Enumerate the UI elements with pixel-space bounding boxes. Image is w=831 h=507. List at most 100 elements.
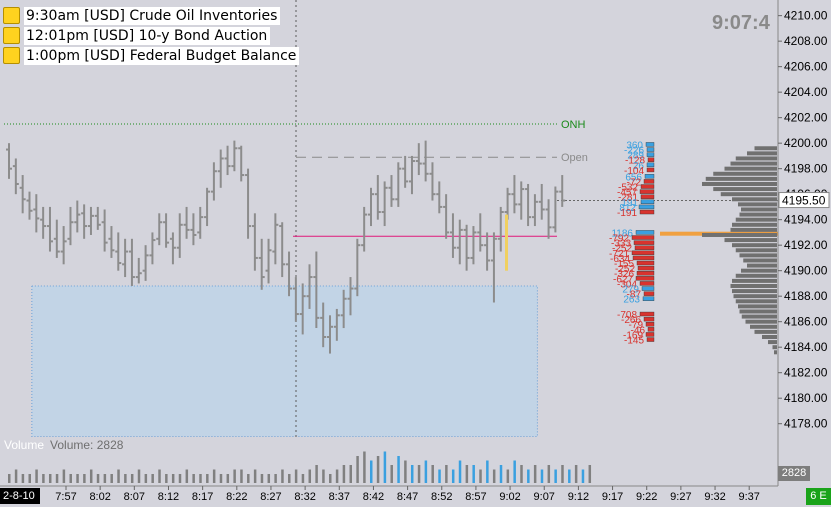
volume-bar	[151, 474, 154, 483]
delta-label: -128	[625, 156, 645, 167]
event-item[interactable]: 12:01pm [USD] 10-y Bond Auction	[3, 26, 299, 45]
volume-bar	[329, 474, 332, 483]
volume-profile-bar	[741, 207, 777, 212]
delta-label: 656	[625, 172, 642, 183]
connection-status[interactable]: 6 E	[806, 488, 831, 505]
delta-bar	[637, 265, 655, 271]
volume-bar	[294, 469, 298, 483]
x-tick-label: 9:12	[568, 491, 589, 503]
volume-bar	[404, 460, 407, 483]
volume-profile-bar	[741, 268, 777, 273]
volume-profile-bar	[713, 187, 777, 192]
volume-profile-bar	[732, 278, 777, 283]
x-tick-label: 8:57	[465, 491, 486, 503]
volume-bar	[547, 465, 551, 483]
delta-bar	[643, 291, 655, 296]
volume-bar	[124, 474, 127, 483]
volume-bar	[178, 474, 182, 483]
volume-bar	[390, 465, 393, 483]
volume-bar	[383, 451, 387, 483]
delta-label: -304	[617, 279, 637, 290]
volume-bar	[499, 465, 503, 483]
delta-bar	[632, 255, 655, 261]
volume-bar	[158, 469, 161, 483]
volume-panel	[8, 451, 592, 483]
level-label-open: Open	[561, 152, 588, 164]
y-tick-label: 4186.00	[784, 315, 828, 329]
delta-label: -191	[617, 208, 637, 219]
volume-bar	[458, 460, 462, 483]
range-box-layer	[31, 285, 538, 437]
y-tick-label: 4210.00	[784, 9, 828, 23]
volume-bar	[28, 474, 31, 483]
volume-profile-bar	[730, 161, 777, 166]
delta-label: -79	[629, 320, 644, 331]
volume-bar	[451, 469, 455, 483]
volume-bar	[103, 474, 107, 483]
delta-bar	[645, 322, 655, 327]
volume-bar	[233, 469, 236, 483]
volume-bar	[397, 456, 400, 483]
volume-bar	[581, 469, 585, 483]
volume-bar	[89, 469, 93, 483]
event-icon	[3, 47, 20, 64]
volume-bar	[274, 474, 277, 483]
delta-bar	[646, 147, 655, 152]
delta-label: 191	[621, 198, 638, 209]
volume-bar	[322, 469, 325, 483]
x-axis-background	[0, 486, 831, 507]
y-tick-label: 4182.00	[784, 366, 828, 380]
x-tick-label: 9:37	[738, 491, 759, 503]
volume-bar	[48, 474, 52, 483]
volume-bar	[117, 469, 120, 483]
volume-profile-bar	[739, 212, 777, 217]
x-tick-label: 9:02	[499, 491, 520, 503]
delta-bar	[646, 162, 655, 168]
volume-profile-bar	[730, 227, 777, 232]
volume-profile	[702, 146, 777, 355]
volume-bar	[376, 456, 380, 483]
volume-bar	[438, 469, 441, 483]
y-axis: 4210.00 4208.00 4206.00 4204.00 4202.00 4200.…	[777, 0, 831, 486]
delta-bar	[633, 240, 655, 245]
delta-label: -145	[624, 336, 644, 347]
date-label: 2-8-10	[0, 488, 40, 504]
volume-profile-bar	[747, 151, 777, 156]
volume-bar	[554, 469, 557, 483]
delta-label: 26	[633, 161, 645, 172]
volume-bar	[165, 474, 168, 483]
event-item[interactable]: 1:00pm [USD] Federal Budget Balance	[3, 46, 300, 65]
ohlc-bars	[6, 140, 566, 354]
volume-bar	[506, 469, 510, 483]
volume-bar	[185, 469, 189, 483]
volume-profile-bar	[768, 340, 777, 345]
delta-bar	[646, 167, 655, 173]
event-label: 12:01pm [USD] 10-y Bond Auction	[24, 26, 271, 45]
volume-profile-bar	[735, 273, 777, 278]
delta-label: -169	[623, 330, 643, 341]
delta-profile: 360-226289-12826-104656-72-532-457-28119…	[609, 140, 655, 347]
volume-bar	[540, 469, 544, 483]
delta-label: -721	[609, 249, 629, 260]
delta-bar	[635, 230, 655, 235]
delta-label: -634	[610, 254, 630, 265]
volume-profile-bar	[754, 329, 777, 334]
delta-label: -226	[624, 146, 644, 157]
delta-bar	[645, 142, 655, 147]
x-tick-label: 9:07	[534, 491, 555, 503]
delta-label: -252	[615, 264, 635, 275]
delta-bar	[642, 296, 655, 301]
volume-bar	[219, 474, 223, 483]
volume-profile-bar	[750, 324, 777, 329]
volume-bar	[424, 460, 428, 483]
delta-bar	[639, 311, 655, 317]
volume-profile-bar	[732, 197, 777, 202]
volume-bar	[281, 469, 284, 483]
event-item[interactable]: 9:30am [USD] Crude Oil Inventories	[3, 6, 299, 25]
delta-bar	[647, 157, 655, 162]
volume-title: Volume	[4, 438, 45, 452]
x-tick-label: 9:32	[704, 491, 725, 503]
event-label: 1:00pm [USD] Federal Budget Balance	[24, 46, 300, 65]
x-tick-label: 8:07	[124, 491, 145, 503]
